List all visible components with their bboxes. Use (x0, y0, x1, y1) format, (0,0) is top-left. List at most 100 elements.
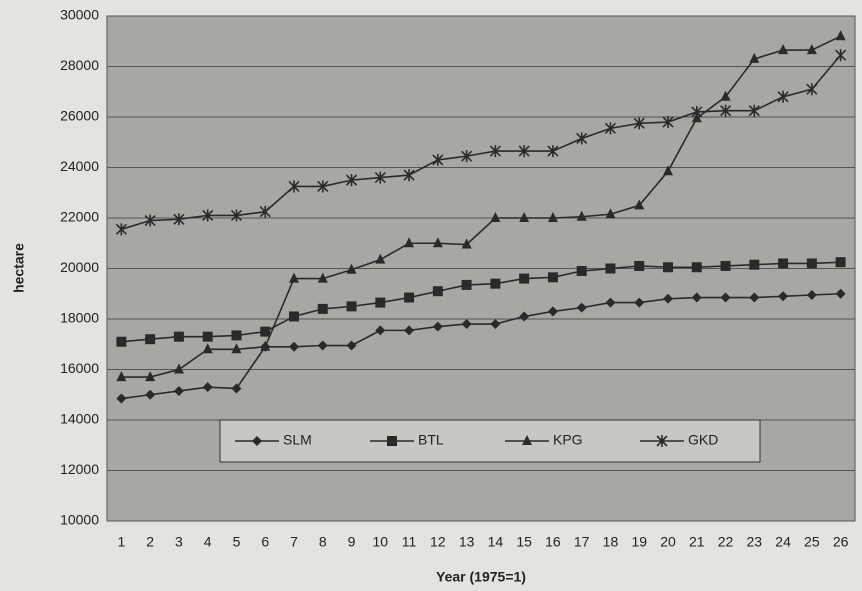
marker (576, 210, 587, 221)
marker (634, 297, 645, 308)
marker (404, 292, 415, 303)
marker (145, 389, 156, 400)
y-tick-label: 30000 (60, 7, 99, 23)
x-tick-label: 15 (516, 534, 532, 550)
marker (748, 104, 760, 117)
x-tick-label: 4 (204, 534, 212, 550)
marker (691, 105, 703, 118)
x-tick-label: 22 (718, 534, 734, 550)
marker (547, 145, 559, 158)
marker (403, 169, 415, 182)
marker (519, 311, 530, 322)
marker (432, 153, 444, 166)
marker (605, 263, 616, 274)
marker (663, 293, 673, 304)
marker (144, 214, 156, 227)
x-tick-label: 10 (373, 534, 389, 550)
marker (317, 180, 329, 193)
marker (461, 150, 473, 163)
x-tick-label: 3 (175, 534, 183, 550)
y-tick-label: 12000 (60, 461, 99, 477)
marker (345, 174, 358, 187)
legend-label: SLM (283, 432, 312, 448)
marker (317, 340, 328, 351)
marker (633, 117, 645, 130)
x-axis-title: Year (1975=1) (436, 569, 526, 585)
x-tick-label: 9 (348, 534, 356, 550)
marker (634, 260, 645, 271)
x-tick-label: 1 (117, 534, 125, 550)
marker (404, 325, 415, 336)
marker (375, 325, 386, 336)
marker (605, 297, 616, 308)
marker (317, 303, 328, 314)
marker (576, 302, 587, 313)
marker (375, 253, 386, 264)
marker (346, 301, 357, 312)
marker (231, 343, 242, 354)
marker (519, 273, 530, 284)
x-tick-label: 20 (660, 534, 676, 550)
x-tick-label: 19 (631, 534, 647, 550)
y-tick-label: 24000 (60, 158, 99, 174)
legend-label: KPG (553, 432, 583, 448)
marker (173, 385, 184, 396)
x-tick-label: 24 (775, 534, 791, 550)
x-tick-label: 14 (488, 534, 504, 550)
x-tick-label: 17 (574, 534, 590, 550)
marker (230, 209, 243, 222)
marker (749, 292, 760, 303)
y-axis-title: hectare (11, 243, 27, 293)
marker (656, 435, 668, 447)
marker (806, 44, 817, 55)
marker (289, 272, 299, 283)
marker (202, 209, 214, 222)
y-tick-label: 22000 (60, 209, 99, 225)
marker (720, 292, 731, 303)
x-tick-label: 13 (459, 534, 475, 550)
marker (547, 272, 558, 283)
series-line (121, 35, 841, 378)
marker (252, 436, 262, 446)
marker (432, 321, 443, 332)
marker (375, 297, 386, 308)
marker (749, 259, 760, 270)
marker (749, 52, 760, 63)
marker (374, 171, 386, 184)
x-tick-label: 7 (290, 534, 298, 550)
marker (288, 180, 300, 193)
marker (432, 237, 443, 248)
marker (835, 288, 846, 299)
x-tick-label: 11 (402, 534, 417, 550)
marker (662, 116, 674, 129)
marker (116, 336, 127, 347)
marker (576, 132, 588, 145)
marker (777, 90, 789, 103)
marker (835, 49, 847, 62)
marker (522, 435, 532, 445)
y-tick-label: 20000 (60, 259, 99, 275)
y-tick-label: 14000 (60, 411, 99, 427)
marker (116, 371, 127, 382)
marker (173, 363, 184, 374)
marker (519, 212, 530, 222)
y-tick-label: 28000 (60, 57, 99, 73)
marker (145, 371, 156, 382)
x-tick-label: 21 (689, 534, 705, 550)
marker (634, 199, 645, 210)
marker (691, 292, 702, 303)
y-tick-label: 16000 (60, 360, 99, 376)
marker (604, 122, 617, 135)
marker (260, 340, 271, 351)
marker (115, 223, 127, 236)
legend-label: BTL (418, 432, 444, 448)
marker (518, 145, 530, 158)
marker (605, 208, 616, 219)
x-tick-label: 16 (545, 534, 561, 550)
x-tick-label: 18 (603, 534, 619, 550)
marker (202, 331, 213, 342)
marker (835, 257, 846, 268)
marker (806, 258, 817, 269)
marker (202, 382, 213, 393)
marker (835, 30, 846, 41)
